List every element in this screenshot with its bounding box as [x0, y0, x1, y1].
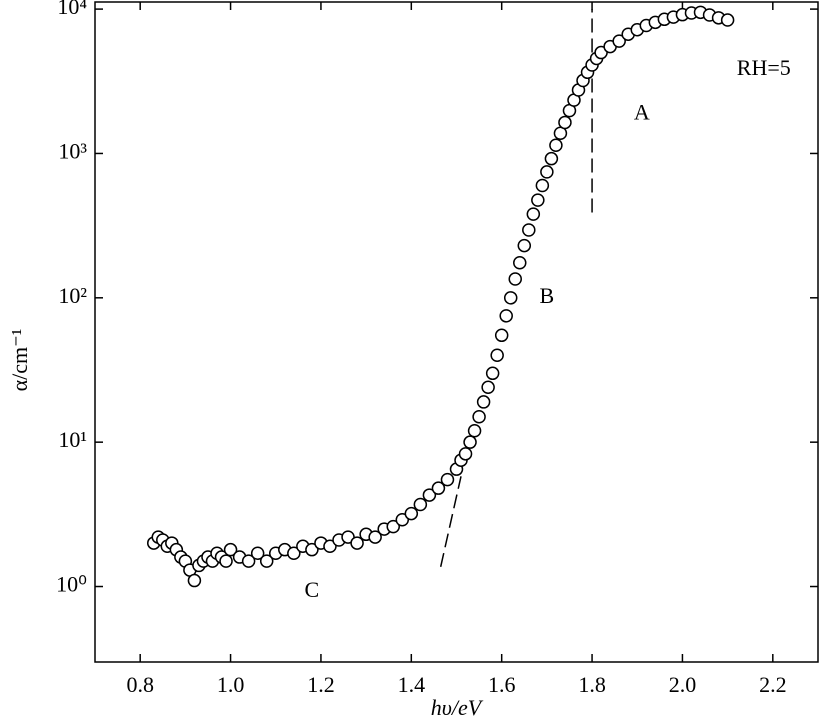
x-tick-label: 1.2 — [307, 672, 335, 697]
x-axis-label: hυ/eV — [431, 695, 484, 720]
data-point — [350, 536, 364, 550]
data-point — [458, 447, 473, 461]
y-tick-label: 10³ — [58, 139, 87, 164]
data-point — [287, 546, 301, 561]
data-point — [395, 513, 410, 527]
data-point — [549, 138, 563, 152]
data-point — [485, 366, 500, 381]
x-tick-label: 1.0 — [217, 672, 245, 697]
data-point — [241, 554, 256, 568]
x-tick-label: 0.8 — [126, 672, 154, 697]
x-tick-label: 1.6 — [488, 672, 516, 697]
x-tick-label: 2.2 — [759, 672, 787, 697]
data-point — [323, 539, 337, 554]
data-point — [558, 115, 572, 130]
annotation: RH=5 — [737, 55, 791, 80]
data-point — [476, 395, 491, 409]
data-point — [404, 506, 419, 521]
data-point — [526, 207, 541, 221]
data-point — [508, 272, 522, 286]
data-point — [540, 165, 554, 179]
data-point — [259, 554, 274, 568]
data-point — [305, 542, 319, 557]
data-point — [223, 542, 238, 557]
data-point — [531, 193, 545, 207]
data-point — [250, 546, 265, 561]
data-point — [463, 435, 477, 449]
y-tick-label: 10¹ — [58, 427, 87, 452]
guide-line — [439, 476, 462, 567]
data-point — [513, 255, 527, 270]
data-point — [720, 13, 735, 27]
x-tick-label: 2.0 — [669, 672, 697, 697]
data-point — [187, 573, 202, 588]
data-point — [535, 178, 550, 193]
data-point — [368, 530, 382, 544]
data-point — [219, 554, 233, 568]
data-point — [472, 409, 486, 424]
data-point — [386, 519, 400, 534]
data-point — [413, 497, 428, 512]
x-tick-label: 1.4 — [398, 672, 426, 697]
y-axis-label: α/cm⁻¹ — [7, 329, 32, 392]
data-point — [481, 380, 495, 395]
data-point — [522, 223, 536, 237]
annotation: B — [540, 283, 555, 308]
data-point — [422, 488, 437, 502]
data-point — [431, 481, 446, 495]
data-point — [490, 348, 504, 363]
data-point — [517, 238, 532, 253]
data-point — [499, 309, 513, 323]
data-point — [494, 328, 509, 343]
annotation: A — [634, 100, 650, 125]
y-tick-label: 10⁴ — [57, 0, 87, 19]
data-point — [467, 423, 482, 438]
plot-frame — [94, 1, 819, 663]
y-tick-label: 10⁰ — [56, 572, 87, 597]
data-point — [440, 472, 455, 487]
x-tick-label: 1.8 — [578, 672, 606, 697]
annotation: C — [305, 577, 320, 602]
data-point — [544, 151, 559, 166]
data-point — [612, 34, 626, 48]
data-point — [503, 291, 518, 305]
y-tick-label: 10² — [58, 283, 87, 308]
